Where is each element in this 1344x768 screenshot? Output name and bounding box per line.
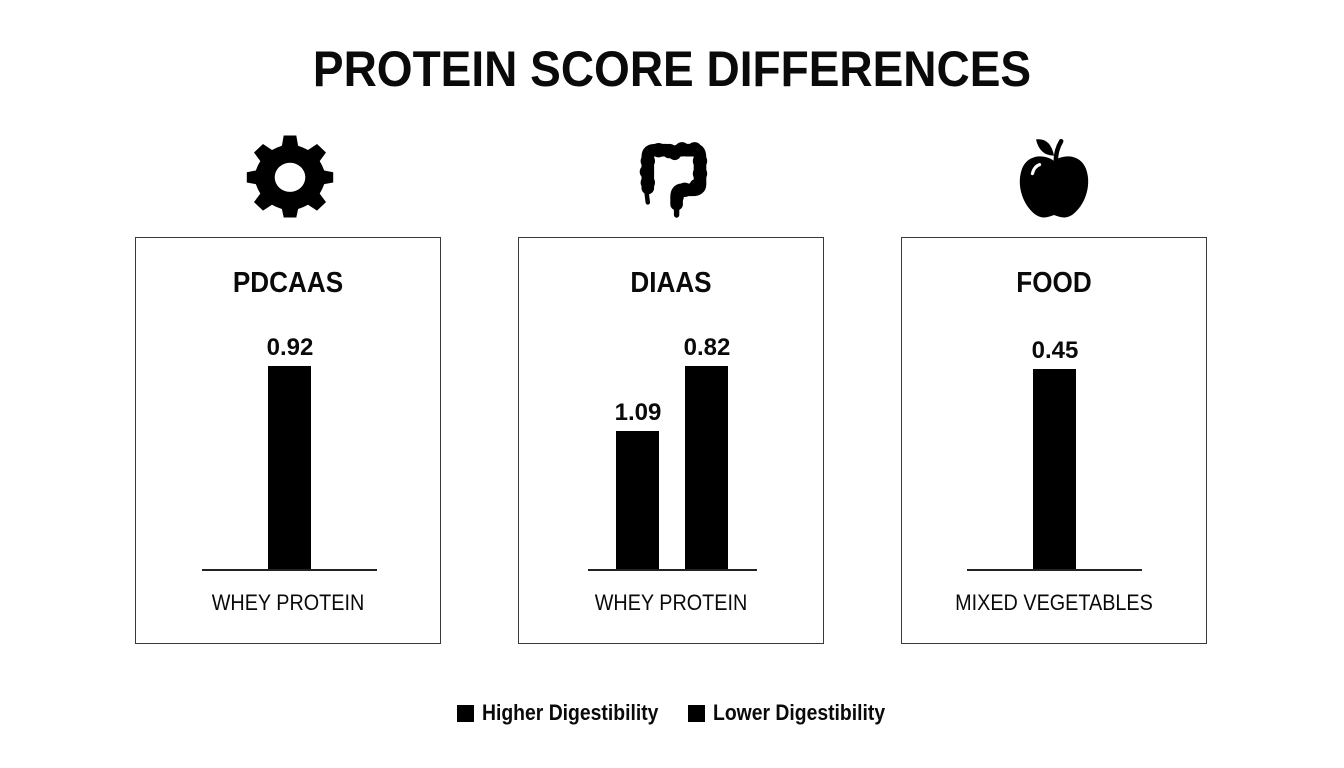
chart-title: PROTEIN SCORE DIFFERENCES xyxy=(312,41,1032,97)
panel-pdcaas: PDCAAS 0.92 WHEY PROTEIN xyxy=(135,237,441,644)
intestine-icon xyxy=(628,134,718,224)
bar-value-label: 0.45 xyxy=(1031,337,1079,364)
legend-swatch-icon xyxy=(688,704,706,722)
panel-title: PDCAAS xyxy=(232,267,344,299)
category-label: MIXED VEGETABLES xyxy=(955,590,1153,615)
bar-whey-pdcaas xyxy=(268,366,311,570)
legend: Higher Digestibility Lower Digestibility xyxy=(0,700,1344,726)
baseline xyxy=(588,569,757,571)
bar-value-label: 0.92 xyxy=(266,334,314,361)
bar-value-label: 1.09 xyxy=(614,399,662,426)
panel-title: FOOD xyxy=(1016,267,1092,299)
legend-item-higher: Higher Digestibility xyxy=(456,700,660,726)
gear-icon xyxy=(245,134,335,224)
legend-swatch-icon xyxy=(456,704,474,722)
bar-value-label: 0.82 xyxy=(683,334,731,361)
panel-diaas: DIAAS 1.09 0.82 WHEY PROTEIN xyxy=(518,237,824,644)
legend-label: Higher Digestibility xyxy=(481,700,659,725)
bar-whey-diaas-2 xyxy=(685,366,728,570)
legend-item-lower: Lower Digestibility xyxy=(688,700,887,726)
legend-label: Lower Digestibility xyxy=(713,700,886,725)
baseline xyxy=(967,569,1142,571)
category-label: WHEY PROTEIN xyxy=(594,590,748,615)
baseline xyxy=(202,569,377,571)
bar-mixed-vegetables xyxy=(1033,369,1076,570)
category-label: WHEY PROTEIN xyxy=(211,590,365,615)
apple-icon xyxy=(1009,134,1099,224)
panel-title: DIAAS xyxy=(630,267,712,299)
bar-whey-diaas-1 xyxy=(616,431,659,570)
panel-food: FOOD 0.45 MIXED VEGETABLES xyxy=(901,237,1207,644)
